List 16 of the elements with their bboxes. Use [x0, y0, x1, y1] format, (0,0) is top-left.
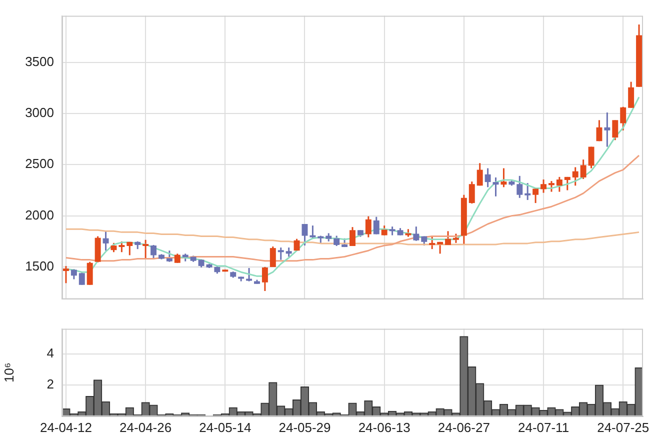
y-tick-label: 4 [46, 345, 54, 360]
x-tick-label: 24-05-29 [278, 420, 331, 435]
y-tick-label: 3000 [25, 105, 54, 120]
y-tick-label: 2000 [25, 207, 54, 222]
x-tick-label: 24-07-25 [597, 420, 650, 435]
x-tick-label: 24-04-12 [40, 420, 92, 435]
y-tick-label: 2 [46, 376, 54, 392]
y-axis-title: 10⁶ [1, 362, 16, 383]
y-tick-label: 3500 [25, 54, 54, 69]
y-tick-label: 2500 [25, 156, 54, 172]
x-tick-label: 24-06-13 [358, 420, 410, 435]
x-tick-label: 24-06-27 [438, 420, 490, 435]
x-tick-label: 24-04-26 [120, 420, 172, 435]
x-tick-label: 24-07-11 [518, 420, 570, 435]
y-tick-label: 1500 [25, 258, 54, 274]
x-tick-label: 24-05-14 [199, 420, 252, 435]
